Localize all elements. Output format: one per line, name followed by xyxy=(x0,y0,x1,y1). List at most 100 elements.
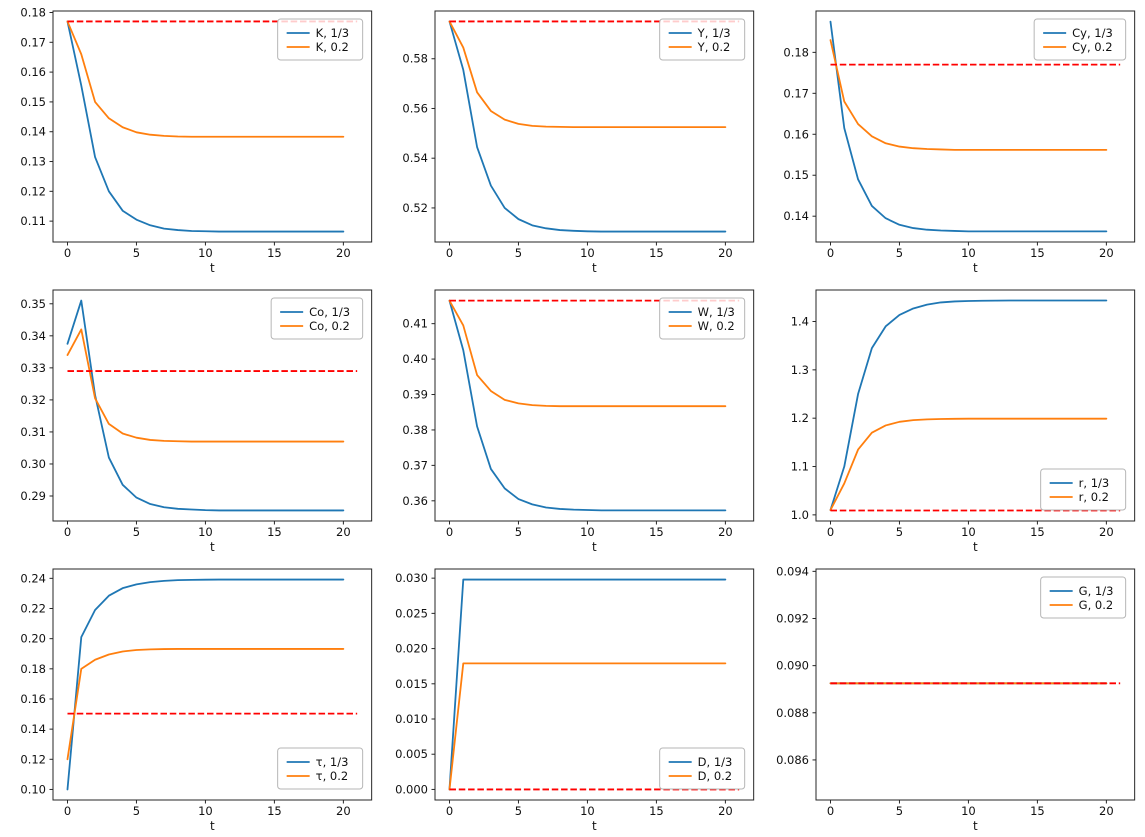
x-tick-label: 20 xyxy=(336,246,351,260)
y-tick-label: 0.20 xyxy=(20,632,46,646)
subplot-r: 0 5 10 15 20 1.0 1.1 1.2 1.3 1.4 t r, 1/3 r, 0.2 xyxy=(763,279,1145,558)
legend-entry-label: D, 0.2 xyxy=(697,769,731,783)
y-tick-label: 0.14 xyxy=(20,125,46,139)
x-tick-label: 10 xyxy=(580,246,595,260)
y-tick-label: 0.11 xyxy=(20,214,46,228)
legend-entry-label: D, 1/3 xyxy=(697,755,732,769)
series-line-zero-point-two xyxy=(66,20,345,138)
axes-frame xyxy=(434,10,754,243)
y-tick-label: 0.16 xyxy=(20,65,46,79)
x-tick-label: 0 xyxy=(827,525,834,539)
y-tick-label: 0.35 xyxy=(20,297,46,311)
x-tick-label: 5 xyxy=(514,804,521,818)
y-tick-label: 1.0 xyxy=(791,508,809,522)
y-tick-label: 0.37 xyxy=(402,458,428,472)
chart-canvas: 0 5 10 15 20 1.0 1.1 1.2 1.3 1.4 t r, 1/3r, 0.2 xyxy=(791,289,1136,554)
x-tick-label: 0 xyxy=(827,804,834,818)
x-tick-label: 20 xyxy=(1099,525,1114,539)
series-line-one-third xyxy=(66,578,345,791)
axes-frame xyxy=(815,289,1136,522)
subplot-Cy: 0 5 10 15 20 0.14 0.15 0.16 0.17 0.18 t Cy, 1/3 Cy, … xyxy=(763,0,1145,279)
x-axis-label: t xyxy=(592,261,597,275)
y-tick-label: 0.54 xyxy=(402,151,428,165)
y-tick-label: 0.030 xyxy=(395,571,428,585)
y-tick-label: 0.32 xyxy=(20,393,46,407)
y-tick-label: 0.39 xyxy=(402,388,428,402)
x-axis-label: t xyxy=(973,540,978,554)
subplot-W: 0 5 10 15 20 0.36 0.37 0.38 0.39 0.40 0.41 t W, 1/3 W… xyxy=(382,279,764,558)
y-tick-label: 0.015 xyxy=(395,677,428,691)
x-tick-label: 20 xyxy=(336,804,351,818)
y-tick-label: 0.40 xyxy=(402,352,428,366)
y-tick-label: 1.2 xyxy=(791,411,809,425)
x-tick-label: 5 xyxy=(514,525,521,539)
x-tick-label: 5 xyxy=(514,246,521,260)
chart-canvas: 0 5 10 15 20 0.36 0.37 0.38 0.39 0.40 0.41 t W, 1/3W… xyxy=(402,289,754,554)
x-tick-label: 10 xyxy=(198,804,213,818)
x-tick-label: 20 xyxy=(718,525,733,539)
x-axis-label: t xyxy=(973,819,978,833)
x-tick-label: 10 xyxy=(198,525,213,539)
x-tick-label: 5 xyxy=(896,525,903,539)
legend: Y, 1/3Y, 0.2 xyxy=(658,18,745,61)
y-tick-label: 0.30 xyxy=(20,457,46,471)
y-tick-label: 0.10 xyxy=(20,782,46,796)
y-tick-label: 1.1 xyxy=(791,460,809,474)
x-tick-label: 0 xyxy=(445,246,452,260)
x-tick-label: 5 xyxy=(133,246,140,260)
y-tick-label: 0.17 xyxy=(784,86,810,100)
y-tick-label: 1.3 xyxy=(791,363,809,377)
y-tick-label: 0.18 xyxy=(784,45,810,59)
y-tick-label: 0.12 xyxy=(20,184,46,198)
y-tick-label: 0.58 xyxy=(402,52,428,66)
x-axis-label: t xyxy=(210,261,215,275)
axes-frame xyxy=(52,289,373,522)
x-axis-label: t xyxy=(592,540,597,554)
legend-entry-label: r, 1/3 xyxy=(1079,476,1110,490)
chart-canvas: 0 5 10 15 20 0.29 0.30 0.31 0.32 0.33 0.34 0.35 t Co,… xyxy=(20,289,373,554)
x-tick-label: 20 xyxy=(336,525,351,539)
x-tick-label: 0 xyxy=(64,525,71,539)
y-tick-label: 0.092 xyxy=(776,612,809,626)
axes-frame xyxy=(815,568,1136,801)
y-tick-label: 0.16 xyxy=(784,127,810,141)
subplot-tau: 0 5 10 15 20 0.10 0.12 0.14 0.16 0.18 0.20 0.22 0.24… xyxy=(0,558,382,837)
legend-entry-label: K, 1/3 xyxy=(316,26,349,40)
legend: W, 1/3W, 0.2 xyxy=(658,297,745,340)
x-tick-label: 20 xyxy=(1099,804,1114,818)
x-tick-label: 5 xyxy=(133,804,140,818)
chart-canvas: 0 5 10 15 20 0.086 0.088 0.090 0.092 0.094 t G, 1/3… xyxy=(776,564,1136,833)
legend: D, 1/3D, 0.2 xyxy=(658,747,745,790)
y-tick-label: 0.56 xyxy=(402,101,428,115)
legend-entry-label: τ, 0.2 xyxy=(316,769,349,783)
axes-frame xyxy=(434,568,754,801)
x-tick-label: 15 xyxy=(1030,525,1045,539)
x-tick-label: 20 xyxy=(718,804,733,818)
x-tick-label: 20 xyxy=(718,246,733,260)
y-tick-label: 0.020 xyxy=(395,642,428,656)
y-tick-label: 0.010 xyxy=(395,712,428,726)
legend-entry-label: W, 1/3 xyxy=(697,305,734,319)
legend-box xyxy=(1033,18,1127,61)
y-tick-label: 0.29 xyxy=(20,489,46,503)
legend-box xyxy=(1040,468,1127,511)
series-line-zero-point-two xyxy=(448,299,726,408)
x-axis-label: t xyxy=(210,819,215,833)
subplot-Co: 0 5 10 15 20 0.29 0.30 0.31 0.32 0.33 0.34 0.35 t Co,… xyxy=(0,279,382,558)
x-tick-label: 15 xyxy=(649,246,664,260)
y-tick-label: 0.34 xyxy=(20,329,46,343)
x-tick-label: 15 xyxy=(267,525,282,539)
y-tick-label: 0.14 xyxy=(20,722,46,736)
y-tick-label: 0.38 xyxy=(402,423,428,437)
legend-box xyxy=(658,297,745,340)
x-tick-label: 5 xyxy=(896,804,903,818)
series-line-zero-point-two xyxy=(829,39,1108,151)
legend-box xyxy=(270,297,364,340)
x-tick-label: 5 xyxy=(896,246,903,260)
x-axis-label: t xyxy=(592,819,597,833)
x-tick-label: 15 xyxy=(1030,246,1045,260)
y-tick-label: 0.16 xyxy=(20,692,46,706)
legend-box xyxy=(658,18,745,61)
x-tick-label: 10 xyxy=(961,246,976,260)
